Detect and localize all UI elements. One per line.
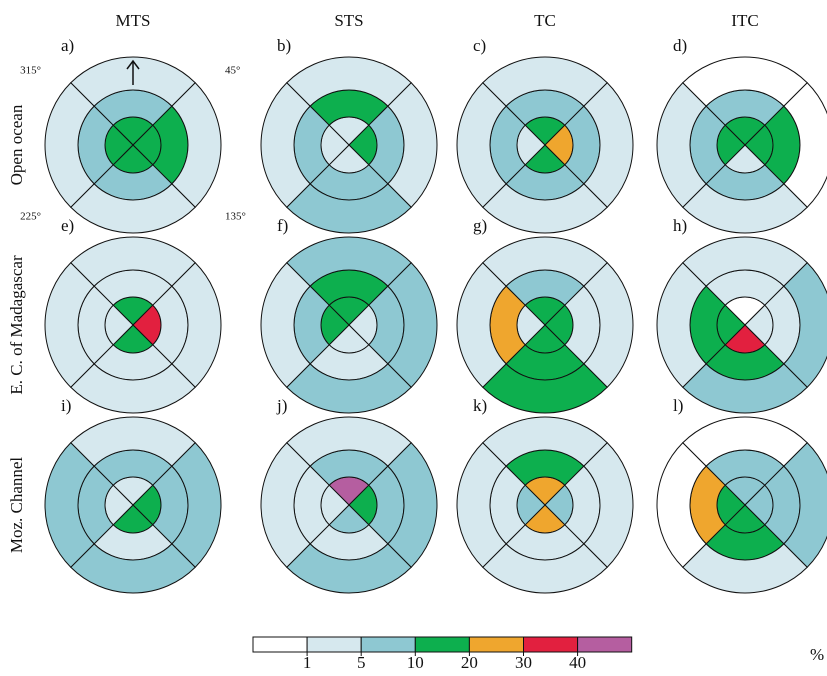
colorbar-swatch: [252, 636, 308, 653]
row-title: Moz. Channel: [7, 457, 26, 554]
sector: [456, 262, 507, 388]
north-arrow-head: [126, 59, 140, 70]
sector: [260, 442, 311, 568]
compass-label: 225°: [20, 211, 41, 223]
colorbar-swatch: [468, 636, 524, 653]
column-title: ITC: [731, 11, 758, 30]
panel-label: g): [473, 216, 487, 235]
panel-label: f): [277, 216, 288, 235]
colorbar-tick-label: 10: [407, 653, 424, 671]
column-title: TC: [534, 11, 556, 30]
colorbar-swatch: [577, 636, 633, 653]
row-title: Open ocean: [7, 104, 26, 185]
sector: [44, 442, 95, 568]
colorbar-tick-label: 30: [515, 653, 532, 671]
colorbar-tick-label: 1: [303, 653, 312, 671]
panel-label: a): [61, 36, 74, 55]
colorbar-swatch: [306, 636, 362, 653]
panel-label: j): [276, 396, 287, 415]
sector: [656, 82, 707, 208]
column-title: MTS: [116, 11, 151, 30]
colorbar-swatch: [523, 636, 579, 653]
sector: [656, 442, 707, 568]
sector: [260, 262, 311, 388]
panel-label: c): [473, 36, 486, 55]
panel-label: k): [473, 396, 487, 415]
sector: [44, 82, 95, 208]
compass-label: 135°: [225, 211, 246, 223]
colorbar-tick-label: 40: [569, 653, 586, 671]
panel-label: e): [61, 216, 74, 235]
colorbar-label: %: [810, 645, 824, 664]
colorbar-swatch: [414, 636, 470, 653]
panel-label: b): [277, 36, 291, 55]
colorbar-swatch: [360, 636, 416, 653]
sector: [456, 82, 507, 208]
row-title: E. C. of Madagascar: [7, 255, 26, 395]
colorbar-tick-label: 20: [461, 653, 478, 671]
panel-label: l): [673, 396, 683, 415]
panel-label: i): [61, 396, 71, 415]
panel-label: h): [673, 216, 687, 235]
compass-label: 45°: [225, 65, 240, 77]
sector: [44, 262, 95, 388]
panel-label: d): [673, 36, 687, 55]
column-title: STS: [334, 11, 363, 30]
colorbar-tick-label: 5: [357, 653, 366, 671]
compass-label: 315°: [20, 65, 41, 77]
sector: [456, 442, 507, 568]
sector: [656, 262, 707, 388]
sector: [260, 82, 311, 208]
